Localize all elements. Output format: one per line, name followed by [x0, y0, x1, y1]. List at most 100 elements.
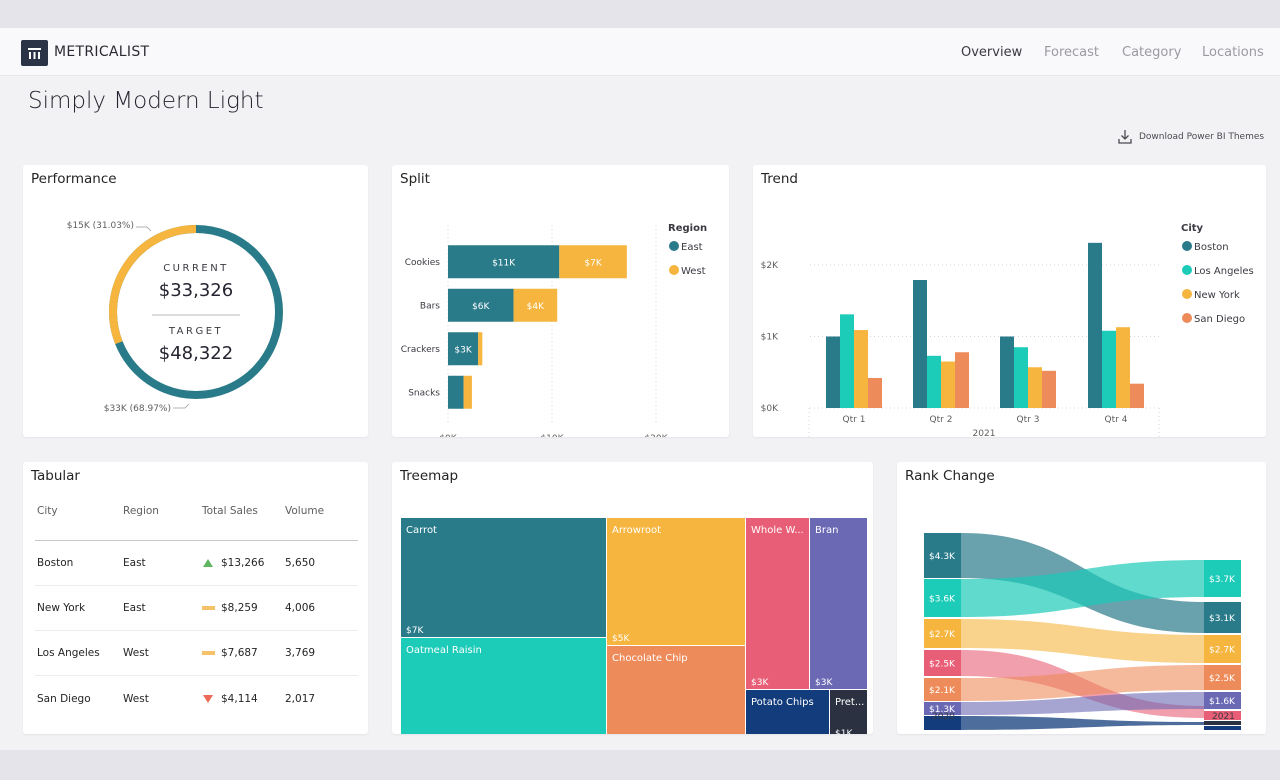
gap-leader	[136, 226, 152, 232]
bar-los-angeles	[927, 355, 941, 408]
nav-category[interactable]: Category	[1122, 45, 1182, 60]
download-link[interactable]: Download Power BI Themes	[1117, 129, 1264, 145]
treemap-tile-label: Potato Chips	[751, 697, 814, 708]
bar-east	[448, 375, 464, 409]
dashboard-frame: METRICALIST Overview Forecast Category L…	[0, 28, 1280, 750]
category-label: Snacks	[408, 388, 440, 398]
header-city[interactable]: City	[37, 505, 58, 517]
treemap-tile	[746, 518, 809, 689]
ribbon-data-label: $3.7K	[1209, 575, 1236, 585]
target-label: TARGET	[168, 326, 224, 337]
nav-overview[interactable]: Overview	[961, 45, 1023, 60]
legend-marker	[669, 241, 679, 251]
cell-region: East	[123, 557, 146, 569]
current-label: CURRENT	[163, 263, 229, 274]
bar-boston	[1000, 336, 1014, 408]
ribbon-segment-2021	[1204, 726, 1241, 730]
legend-marker	[1182, 289, 1192, 299]
treemap-tile-label: Whole W...	[751, 525, 804, 536]
achieved-label: $33K (68.97%)	[103, 404, 171, 414]
ribbon-band	[961, 619, 1204, 663]
x-tick-label: $20K	[644, 434, 668, 437]
treemap-tile-value: $3K	[751, 678, 769, 688]
ribbon-segment-2021	[1204, 635, 1241, 663]
y-tick-label: $1K	[761, 333, 779, 343]
page-title: Simply Modern Light	[28, 88, 264, 114]
row-divider	[35, 630, 358, 631]
header-volume[interactable]: Volume	[285, 505, 325, 517]
y-tick-label: $0K	[761, 404, 779, 414]
current-value: $33,326	[158, 280, 234, 301]
gauge-gap-arc	[109, 225, 197, 345]
ribbon-segment-2020	[924, 533, 961, 578]
ribbon-data-label: $1.6K	[1209, 697, 1236, 707]
treemap-tile	[810, 518, 867, 689]
top-nav: METRICALIST Overview Forecast Category L…	[0, 28, 1280, 76]
download-icon	[1118, 130, 1132, 144]
ribbon-data-label: $2.7K	[1209, 646, 1236, 656]
cell-region: East	[123, 602, 146, 614]
cell-volume: 2,017	[285, 693, 316, 705]
split-card: Split $0K$10K$20KTotal SalesCookies$11K$…	[392, 165, 729, 437]
category-label: Bars	[420, 301, 440, 311]
legend-label: New York	[1194, 290, 1240, 301]
ribbon-data-label: $2.5K	[1209, 674, 1236, 684]
bar-los-angeles	[1102, 330, 1116, 408]
bar-data-label: $11K	[492, 258, 516, 268]
treemap-tile-value: $3K	[815, 678, 833, 688]
x-tick-label: Qtr 2	[930, 415, 953, 425]
x-tick-label: $0K	[439, 434, 457, 437]
ribbon-segment-2020	[924, 579, 961, 617]
nav-forecast[interactable]: Forecast	[1044, 45, 1100, 60]
x-tick-label: Qtr 3	[1017, 415, 1040, 425]
treemap-tile	[401, 638, 606, 734]
performance-card: Performance $15K (31.03%) $33K (68.97%) …	[23, 165, 368, 437]
bar-east	[448, 332, 479, 366]
cell-sales: $13,266	[221, 557, 265, 569]
legend-marker	[669, 265, 679, 275]
cell-city: Boston	[37, 557, 74, 569]
y-tick-label: $2K	[761, 261, 779, 271]
row-divider	[35, 585, 358, 586]
bar-west	[478, 332, 483, 366]
bar-los-angeles	[840, 314, 854, 408]
download-label: Download Power BI Themes	[1139, 132, 1265, 142]
header-total-sales[interactable]: Total Sales	[202, 505, 258, 517]
split-chart: $0K$10K$20KTotal SalesCookies$11K$7KBars…	[401, 223, 707, 437]
header-divider	[35, 540, 358, 541]
legend-title: Region	[668, 223, 707, 234]
ribbon-segment-2020	[924, 716, 961, 730]
nav-locations[interactable]: Locations	[1202, 45, 1264, 60]
bar-san-diego	[1042, 370, 1056, 408]
ribbon-data-label: $1.3K	[929, 705, 956, 715]
bar-san-diego	[955, 352, 969, 408]
treemap-title: Treemap	[400, 468, 459, 484]
legend-label: East	[681, 242, 703, 253]
x-group-label: 2021	[973, 429, 996, 437]
category-label: Cookies	[405, 258, 441, 268]
rank-right-year: 2021	[1212, 712, 1235, 722]
brand-name: METRICALIST	[54, 44, 150, 60]
rank-chart: $4.3K $3.6K $2.7K $2.5K $2.1K $1.3K $3.7K $3.1K…	[924, 533, 1241, 730]
ribbon-band	[961, 560, 1204, 617]
ribbon-data-label: $4.3K	[929, 552, 956, 562]
x-tick-label: Qtr 4	[1105, 415, 1128, 425]
x-tick-label: Qtr 1	[843, 415, 866, 425]
treemap-tile	[830, 690, 867, 734]
header-region[interactable]: Region	[123, 505, 159, 517]
legend-label: Los Angeles	[1194, 266, 1254, 277]
trend-up-icon	[203, 559, 213, 567]
gap-label: $15K (31.03%)	[66, 221, 134, 231]
row-divider	[35, 675, 358, 676]
bar-new-york	[941, 361, 955, 408]
legend-label: West	[681, 266, 706, 277]
performance-gauge	[109, 225, 283, 409]
performance-title: Performance	[31, 171, 117, 187]
bar-west	[559, 245, 627, 279]
ribbon-segment-2020	[924, 702, 961, 715]
treemap-tile-label: Arrowroot	[612, 525, 661, 536]
